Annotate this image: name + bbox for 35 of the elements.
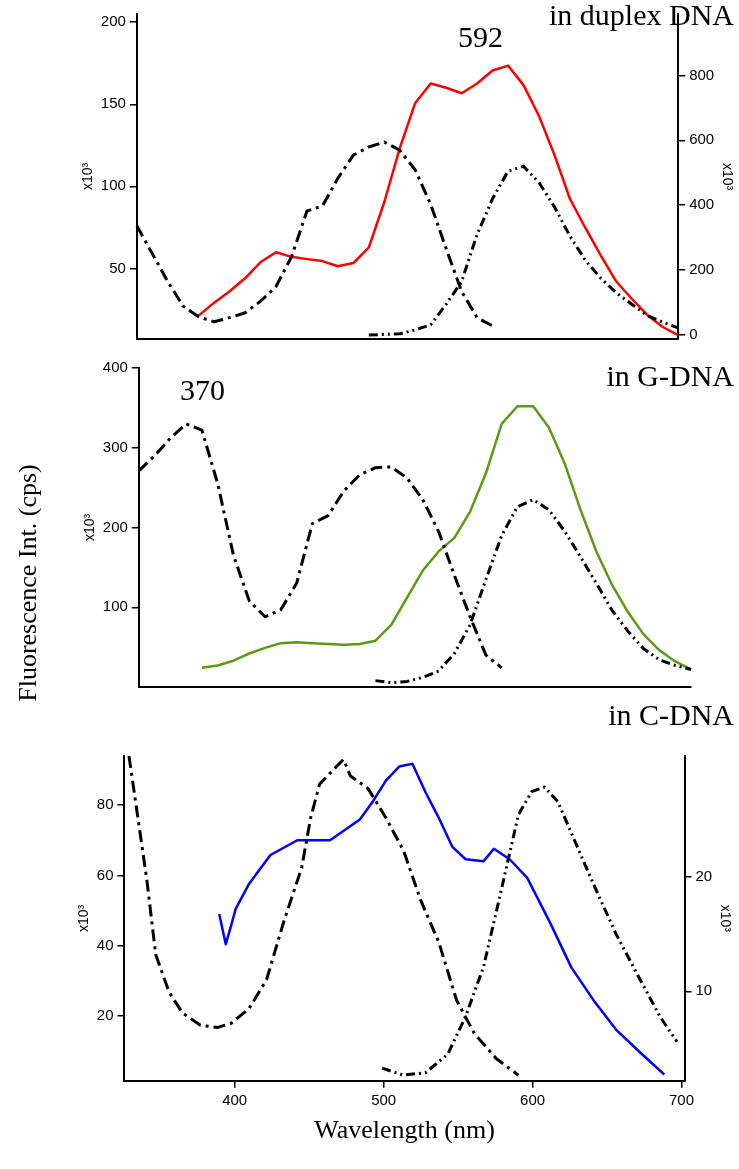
y2-tick-label: 200 xyxy=(689,260,715,278)
x-tick-label: 600 xyxy=(520,1090,546,1108)
y2-tick-label: 0 xyxy=(689,325,698,343)
y2-tick-label: 600 xyxy=(689,130,715,148)
y-axis-title: x10³ xyxy=(81,513,98,542)
y-tick-label: 400 xyxy=(102,358,128,376)
y-axis-title: x10³ xyxy=(75,904,92,933)
text: Fluorescence Int. (cps) xyxy=(12,464,43,702)
x-tick-label: 700 xyxy=(669,1090,695,1108)
y2-tick-label: 20 xyxy=(695,866,713,884)
chart-title: in duplex DNA xyxy=(549,0,735,31)
y2-axis-title: x10³ xyxy=(719,162,736,191)
y2-tick-label: 10 xyxy=(695,981,713,999)
y2-tick-label: 400 xyxy=(689,195,715,213)
y-tick-label: 20 xyxy=(96,1005,114,1023)
chart-title: in G-DNA xyxy=(606,358,735,392)
y-tick-label: 60 xyxy=(96,865,114,883)
x-axis-title: Wavelength (nm) xyxy=(314,1115,495,1145)
y-tick-label: 300 xyxy=(102,437,128,455)
y2-axis-title: x10³ xyxy=(717,904,734,933)
y-tick-label: 80 xyxy=(96,795,114,813)
annotation: 592 xyxy=(458,20,503,53)
y-tick-label: 200 xyxy=(102,517,128,535)
y-axis-title: x10³ xyxy=(79,162,96,191)
y-tick-label: 150 xyxy=(100,94,126,112)
y-tick-label: 40 xyxy=(96,935,114,953)
y-tick-label: 50 xyxy=(109,258,126,276)
x-tick-label: 500 xyxy=(371,1090,397,1108)
x-tick-label: 400 xyxy=(222,1090,248,1108)
y2-tick-label: 800 xyxy=(689,65,715,83)
y-tick-label: 100 xyxy=(100,176,126,194)
annotation: 370 xyxy=(180,373,225,406)
y-tick-label: 100 xyxy=(102,597,128,615)
chart-title: in C-DNA xyxy=(608,697,735,731)
y-tick-label: 200 xyxy=(100,12,126,30)
